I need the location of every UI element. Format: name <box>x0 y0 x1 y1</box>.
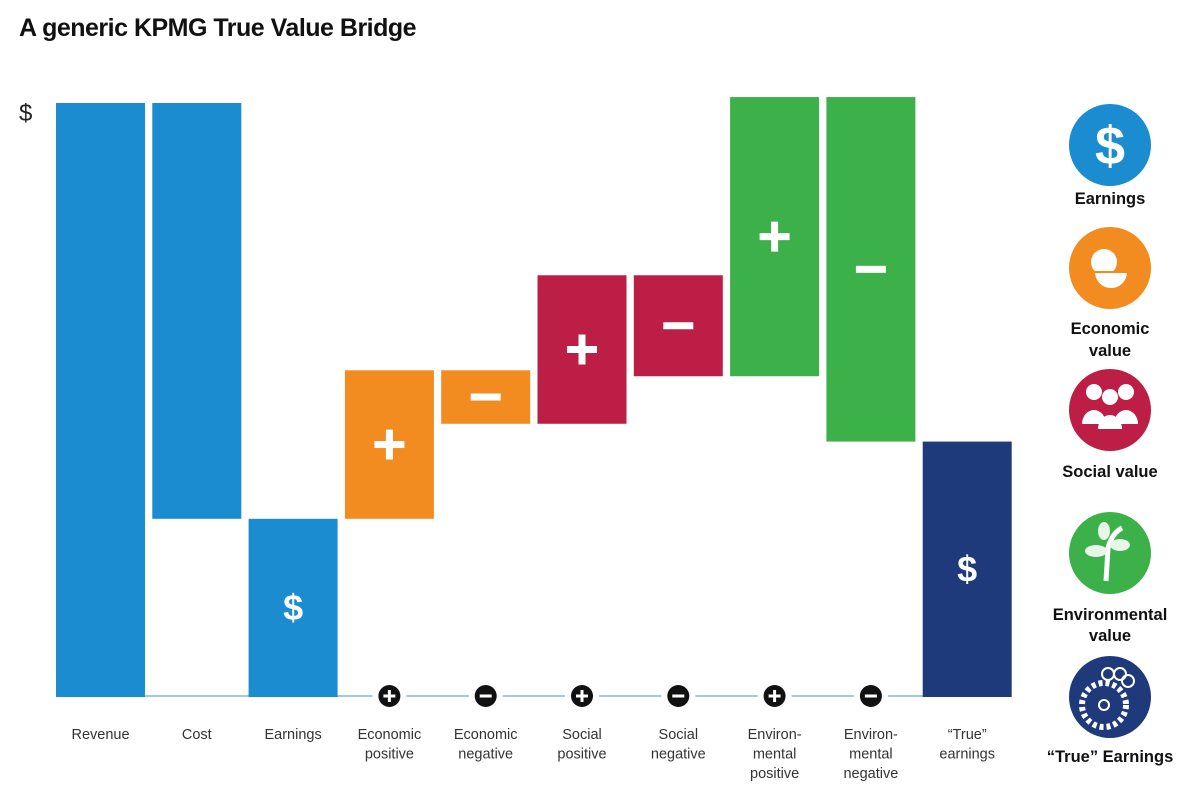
legend-dollar-icon <box>1069 104 1151 186</box>
bar-9 <box>922 441 1012 697</box>
category-label: Cost <box>182 727 212 743</box>
bar-1 <box>152 103 242 519</box>
minus-icon <box>470 393 501 401</box>
person-icon <box>1082 410 1106 424</box>
chart-title: A generic KPMG True Value Bridge <box>19 14 417 42</box>
money-bag-icon <box>1091 249 1117 275</box>
leaf-icon <box>1098 522 1110 540</box>
dollar-icon: $ <box>957 548 977 589</box>
gear-hub-icon <box>1098 699 1110 711</box>
category-label: Economic <box>358 727 422 743</box>
legend-label: Social value <box>1062 463 1157 481</box>
category-label: Economic <box>454 727 518 743</box>
category-label: mental <box>849 747 893 763</box>
plus-icon <box>771 221 779 252</box>
leaf-icon <box>1110 539 1130 551</box>
person-icon <box>1118 384 1134 400</box>
category-label: negative <box>458 747 513 763</box>
category-label: Environ- <box>844 727 898 743</box>
category-label: positive <box>365 747 414 763</box>
category-label: Revenue <box>71 727 129 743</box>
legend-label: Environmental <box>1053 606 1168 624</box>
category-label: negative <box>843 766 898 782</box>
legend-label: “True” Earnings <box>1047 748 1174 766</box>
y-axis-label: $ <box>19 100 33 127</box>
category-label: Social <box>659 727 699 743</box>
legend-people-icon <box>1069 369 1151 451</box>
plus-icon <box>578 334 586 365</box>
category-label: earnings <box>939 747 995 763</box>
leaf-icon <box>1085 545 1107 557</box>
category-label: positive <box>750 766 799 782</box>
category-label: Earnings <box>264 727 321 743</box>
dollar-icon: $ <box>1095 116 1125 176</box>
person-icon <box>1098 415 1122 429</box>
marker-bar <box>672 694 685 698</box>
category-label: “True” <box>948 727 987 743</box>
marker-bar <box>387 690 391 702</box>
gear-icon <box>1079 680 1129 730</box>
category-label: positive <box>557 747 606 763</box>
category-label: Social <box>562 727 602 743</box>
minus-icon <box>855 265 886 273</box>
bar-0 <box>56 103 145 697</box>
minus-icon <box>663 322 694 330</box>
person-icon <box>1114 410 1138 424</box>
legend-label: value <box>1089 342 1131 360</box>
category-label: mental <box>753 747 797 763</box>
person-icon <box>1102 389 1118 405</box>
bar-2 <box>248 518 338 697</box>
marker-bar <box>479 694 492 698</box>
legend-label: value <box>1089 627 1131 645</box>
marker-bar <box>580 690 584 702</box>
dollar-icon: $ <box>283 587 303 628</box>
marker-bar <box>864 694 877 698</box>
bowl-icon <box>1092 271 1130 290</box>
category-label: negative <box>651 747 706 763</box>
plant-stem-icon <box>1103 525 1124 582</box>
small-gear-icon <box>1113 667 1127 681</box>
legend-label: Economic <box>1071 320 1150 338</box>
marker-bar <box>773 690 777 702</box>
plus-icon <box>385 429 393 460</box>
category-label: Environ- <box>748 727 802 743</box>
legend-label: Earnings <box>1075 190 1146 208</box>
small-gear-icon <box>1121 674 1135 688</box>
person-icon <box>1086 384 1102 400</box>
